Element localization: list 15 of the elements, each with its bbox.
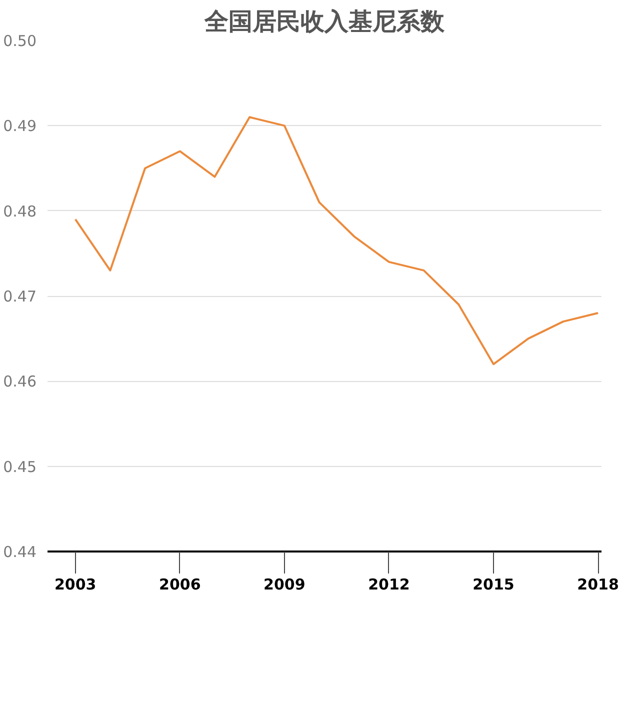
x-tick-label: 2009 <box>264 576 306 594</box>
line-series <box>74 116 600 366</box>
y-tick-label: 0.45 <box>3 458 37 476</box>
x-tick-label: 2012 <box>368 576 410 594</box>
x-tick-label: 2003 <box>54 576 96 594</box>
y-tick-label: 0.47 <box>3 288 37 306</box>
x-tick-label: 2006 <box>159 576 201 594</box>
y-tick-label: 0.46 <box>3 372 37 391</box>
y-tick-label: 0.50 <box>3 32 37 50</box>
x-tick-label: 2015 <box>472 576 514 594</box>
y-tick-label: 0.48 <box>3 202 37 220</box>
y-tick-label: 0.49 <box>3 117 37 136</box>
chart-title: 全国居民收入基尼系数 <box>204 8 446 36</box>
x-tick-label: 2018 <box>577 576 619 594</box>
y-tick-label: 0.44 <box>3 543 37 561</box>
